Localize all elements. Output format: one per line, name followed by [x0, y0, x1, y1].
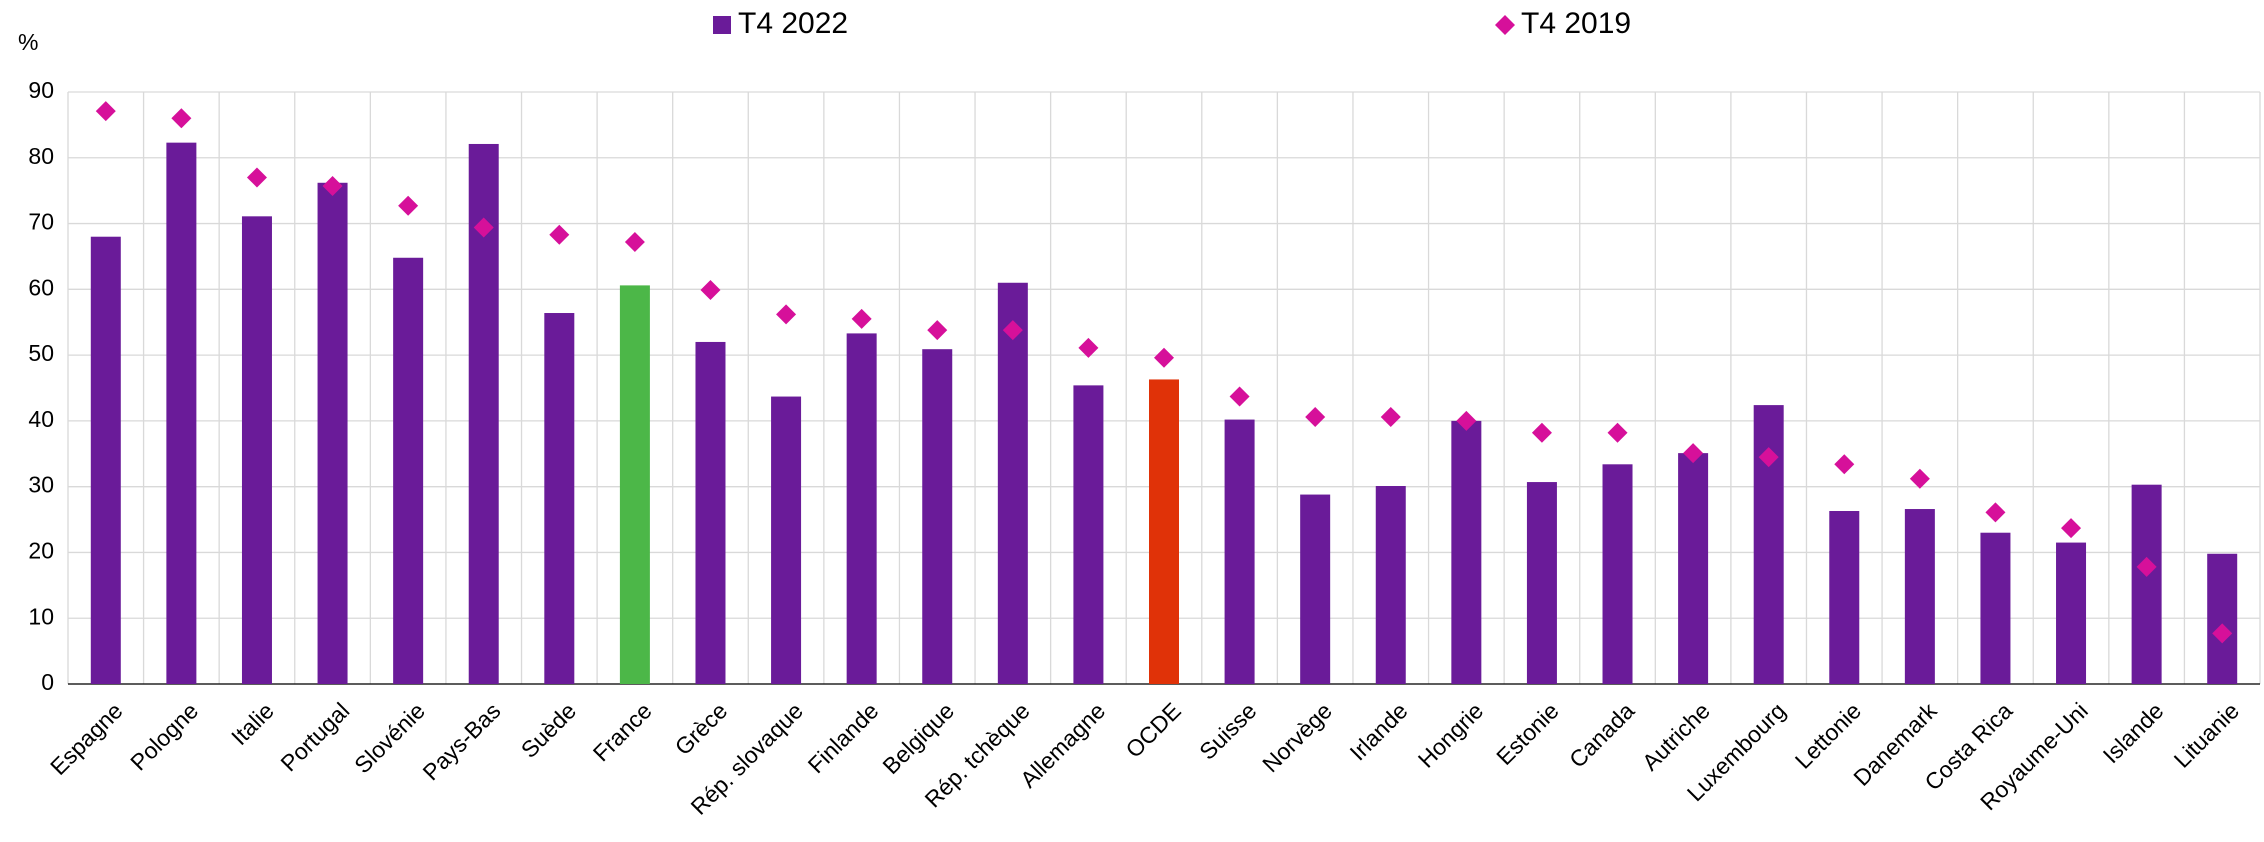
bar [2056, 542, 2087, 684]
x-tick-label: Espagne [45, 697, 128, 780]
diamond-marker [1985, 502, 2006, 523]
diamond-marker [700, 279, 721, 300]
legend-marker [713, 16, 731, 34]
x-tick-label: Grèce [670, 697, 733, 760]
x-tick-label: Estonie [1491, 697, 1564, 770]
bar [241, 216, 272, 684]
y-tick-label: 10 [28, 603, 54, 629]
diamond-marker [1229, 386, 1250, 407]
y-tick-label: 60 [28, 274, 54, 300]
diamond-marker [398, 195, 419, 216]
unit-label: % [18, 29, 38, 55]
x-tick-label: Portugal [275, 697, 354, 776]
bar [2207, 553, 2238, 684]
diamond-marker [473, 217, 494, 238]
x-tick-label: Italie [226, 697, 279, 750]
x-tick-label: OCDE [1120, 697, 1185, 762]
x-tick-label: Pays-Bas [418, 697, 506, 785]
diamond-marker [322, 176, 343, 197]
x-tick-label: Pologne [125, 697, 203, 775]
bar [1753, 405, 1784, 684]
x-tick-label: Lituanie [2169, 697, 2244, 772]
y-tick-label: 70 [28, 209, 54, 235]
diamond-marker [1683, 443, 1704, 464]
bar [1375, 486, 1406, 684]
x-tick-label: Autriche [1637, 697, 1715, 775]
y-tick-label: 50 [28, 340, 54, 366]
diamond-marker [1078, 337, 1099, 358]
diamond-marker [1154, 347, 1174, 368]
x-tick-label: Hongrie [1413, 697, 1488, 772]
bar [771, 396, 802, 684]
x-tick-label: Suisse [1194, 697, 1261, 764]
diamond-marker [1305, 406, 1326, 427]
diamond-marker [1607, 422, 1628, 443]
diamond-marker [927, 320, 948, 341]
bar [1980, 532, 2011, 684]
x-tick-label: Irlande [1344, 697, 1412, 765]
bar [1526, 482, 1557, 684]
x-tick-label: Islande [2098, 697, 2169, 768]
bar [1149, 379, 1179, 684]
bar [317, 182, 348, 685]
bar [1602, 464, 1633, 684]
bar [1451, 420, 1482, 684]
diamond-marker [1380, 406, 1401, 427]
bar [1904, 509, 1935, 684]
y-tick-label: 20 [28, 538, 54, 564]
x-tick-label: France [588, 697, 657, 766]
diamond-marker [776, 304, 797, 325]
diamond-marker [624, 231, 645, 252]
x-tick-label: Suède [516, 697, 581, 762]
legend-label: T4 2019 [1521, 7, 1631, 40]
x-tick-label: Norvège [1257, 697, 1337, 777]
bar [1224, 419, 1255, 684]
x-tick-label: Canada [1564, 697, 1640, 773]
bar [2131, 484, 2162, 684]
diamond-marker [171, 108, 192, 129]
legend-label: T4 2022 [738, 7, 848, 40]
y-tick-label: 0 [41, 669, 54, 695]
bar [544, 313, 575, 684]
diamond-marker [851, 308, 872, 329]
bar [1300, 494, 1331, 684]
diamond-marker [246, 167, 267, 188]
diamond-marker [2136, 556, 2157, 577]
diamond-marker [1758, 447, 1779, 468]
legend-marker [1495, 15, 1515, 35]
bar [1073, 385, 1104, 684]
y-tick-label: 40 [28, 406, 54, 432]
y-tick-label: 90 [28, 77, 54, 103]
diamond-marker [549, 224, 570, 245]
bar [166, 142, 197, 684]
bar [393, 257, 424, 684]
y-tick-label: 30 [28, 472, 54, 498]
diamond-marker [2061, 518, 2082, 539]
x-tick-label: Finlande [803, 697, 884, 778]
x-tick-label: Lettonie [1790, 697, 1866, 773]
y-tick-label: 80 [28, 143, 54, 169]
diamond-marker [1456, 410, 1477, 431]
diamond-marker [1909, 468, 1930, 489]
bar [846, 333, 877, 684]
diamond-marker [1531, 422, 1552, 443]
diamond-marker [1834, 454, 1855, 475]
bar [922, 349, 953, 684]
bar [619, 285, 650, 684]
bar [997, 282, 1028, 684]
diamond-marker [95, 101, 116, 122]
bar [90, 236, 121, 684]
diamond-marker [2212, 623, 2233, 644]
bar [1829, 511, 1860, 684]
diamond-marker [1002, 320, 1023, 341]
bar [695, 341, 726, 684]
bar [1678, 453, 1709, 684]
